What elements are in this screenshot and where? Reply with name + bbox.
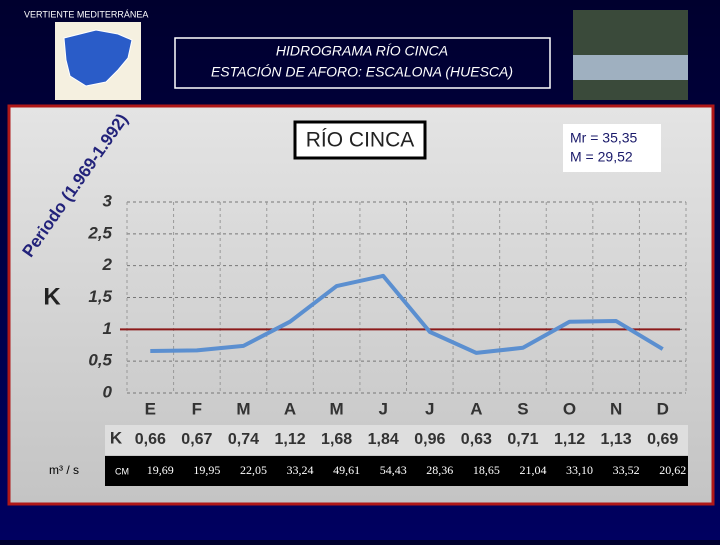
flow-value: 33,10 bbox=[566, 463, 593, 477]
map-shape bbox=[63, 29, 133, 87]
k-value: 1,84 bbox=[368, 431, 399, 448]
row-label: K bbox=[110, 428, 123, 447]
flow-value: 54,43 bbox=[380, 463, 407, 477]
annotation: M = 29,52 bbox=[570, 149, 633, 165]
y-tick-label: 0,5 bbox=[88, 351, 112, 370]
k-value: 0,63 bbox=[461, 431, 492, 448]
flow-value: 18,65 bbox=[473, 463, 500, 477]
x-tick-label: J bbox=[378, 399, 387, 418]
chart-title: RÍO CINCA bbox=[306, 129, 415, 152]
region-label: VERTIENTE MEDITERRÁNEA bbox=[24, 9, 148, 19]
title: HIDROGRAMA RÍO CINCA bbox=[276, 43, 448, 59]
y-tick-label: 2 bbox=[102, 255, 113, 274]
k-value: 1,12 bbox=[274, 431, 305, 448]
flow-value: 21,04 bbox=[519, 463, 546, 477]
title-box bbox=[174, 37, 551, 89]
flow-unit-label: m³ / s bbox=[49, 463, 79, 477]
y-tick-label: 2,5 bbox=[87, 223, 112, 242]
x-tick-label: N bbox=[610, 399, 622, 418]
table-row bbox=[105, 425, 688, 455]
x-tick-label: A bbox=[470, 399, 482, 418]
y-axis-label: K bbox=[43, 283, 61, 310]
k-value: 1,13 bbox=[601, 431, 632, 448]
k-value: 0,96 bbox=[414, 431, 445, 448]
x-tick-label: A bbox=[284, 399, 296, 418]
flow-row bbox=[105, 456, 688, 486]
stats-box bbox=[563, 124, 661, 172]
k-value: 0,71 bbox=[507, 431, 538, 448]
x-tick-label: E bbox=[145, 399, 156, 418]
chart-title-box bbox=[293, 120, 427, 160]
subtitle: ESTACIÓN DE AFORO: ESCALONA (HUESCA) bbox=[211, 64, 513, 80]
flow-unit: CM bbox=[115, 466, 129, 476]
x-tick-label: D bbox=[657, 399, 669, 418]
data-line bbox=[150, 273, 664, 355]
flow-value: 19,69 bbox=[147, 463, 174, 477]
flow-value: 19,95 bbox=[193, 463, 220, 477]
k-value: 1,68 bbox=[321, 431, 352, 448]
flow-value: 33,24 bbox=[287, 463, 314, 477]
flow-value: 20,62 bbox=[659, 463, 686, 477]
y-tick-label: 0 bbox=[103, 382, 113, 401]
annotation: Mr = 35,35 bbox=[570, 130, 638, 146]
y-tick-label: 1 bbox=[103, 319, 112, 338]
photo-water bbox=[573, 55, 688, 80]
x-tick-label: F bbox=[192, 399, 202, 418]
x-tick-label: M bbox=[330, 399, 344, 418]
y-tick-label: 3 bbox=[103, 191, 113, 210]
x-tick-label: O bbox=[563, 399, 576, 418]
k-value: 0,66 bbox=[135, 431, 166, 448]
x-tick-label: J bbox=[425, 399, 434, 418]
flow-value: 33,52 bbox=[613, 463, 640, 477]
flow-value: 28,36 bbox=[426, 463, 453, 477]
k-value: 0,74 bbox=[228, 431, 259, 448]
y-tick-label: 1,5 bbox=[88, 287, 112, 306]
flow-value: 22,05 bbox=[240, 463, 267, 477]
k-value: 0,69 bbox=[647, 431, 678, 448]
x-tick-label: M bbox=[236, 399, 250, 418]
x-tick-label: S bbox=[517, 399, 528, 418]
flow-value: 49,61 bbox=[333, 463, 360, 477]
k-value: 0,67 bbox=[181, 431, 212, 448]
k-value: 1,12 bbox=[554, 431, 585, 448]
